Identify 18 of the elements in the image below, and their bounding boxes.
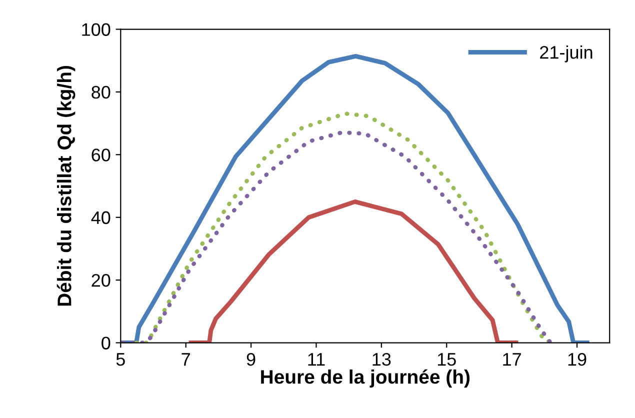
x-axis-title: Heure de la journée (h) [261, 369, 470, 388]
y-tick-label: 20 [92, 274, 110, 287]
y-axis-title: Débit du distillat Qd (kg/h) [56, 66, 76, 306]
x-tick-label: 11 [308, 353, 325, 366]
x-tick-label: 9 [246, 352, 256, 366]
y-tick-label: 100 [82, 23, 110, 36]
x-tick-label: 5 [116, 353, 125, 366]
x-tick-label: 17 [503, 353, 521, 366]
x-tick-label: 15 [438, 353, 456, 366]
legend-label: 21-juin [540, 46, 592, 62]
y-tick-label: 80 [92, 86, 110, 99]
y-tick-label: 0 [102, 336, 110, 350]
y-tick-label: 40 [91, 211, 110, 224]
x-tick-label: 13 [372, 352, 391, 366]
y-tick-label: 60 [92, 148, 110, 162]
line-series [188, 199, 518, 343]
x-tick-label: 19 [568, 352, 586, 366]
x-tick-label: 7 [182, 353, 190, 366]
